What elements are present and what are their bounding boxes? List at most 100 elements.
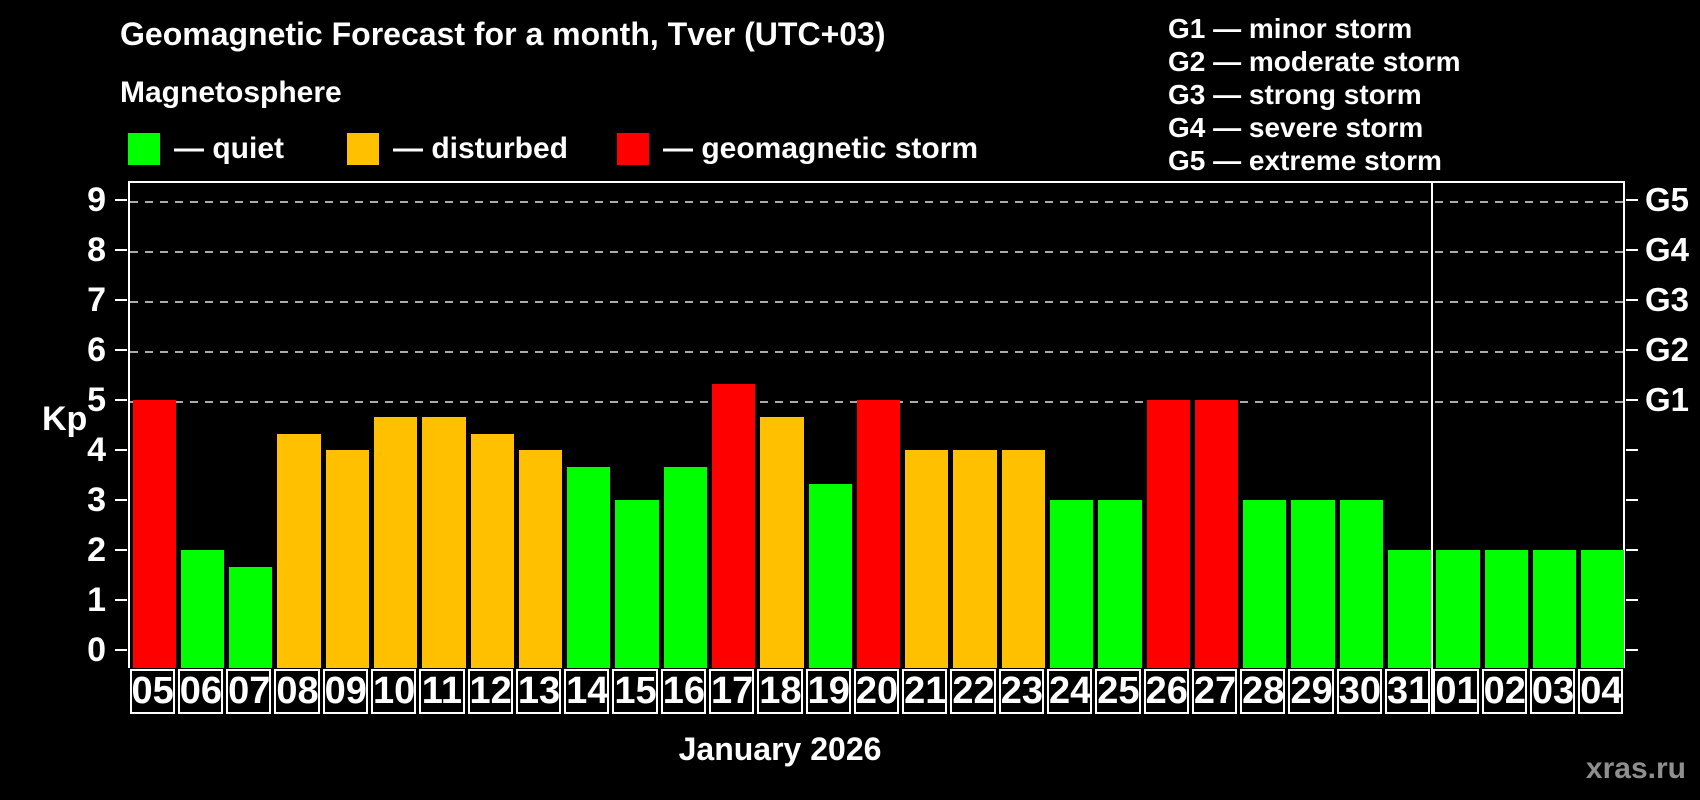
day-label-02: 02 — [1481, 669, 1527, 714]
day-label-11: 11 — [419, 669, 465, 714]
bar-day-17 — [711, 383, 756, 668]
bar-day-25 — [1098, 500, 1142, 668]
y-axis-tick-right — [1626, 349, 1638, 351]
y-axis-tick-right — [1626, 649, 1638, 651]
bar-day-28 — [1243, 500, 1287, 668]
day-label-18: 18 — [757, 669, 803, 714]
bar-day-23 — [1001, 450, 1045, 668]
subtitle-magnetosphere: Magnetosphere — [120, 76, 342, 109]
y-axis-tick-label: 7 — [87, 281, 106, 319]
legend-swatch-storm — [617, 133, 649, 165]
watermark: xras.ru — [1585, 752, 1686, 785]
day-label-15: 15 — [612, 669, 658, 714]
bar-day-29 — [1291, 500, 1335, 668]
day-label-09: 09 — [322, 669, 368, 714]
day-label-21: 21 — [902, 669, 948, 714]
bar-day-06 — [180, 550, 225, 668]
legend-swatch-disturbed — [347, 133, 379, 165]
bar-day-19 — [808, 483, 852, 668]
y-axis-tick-right — [1626, 299, 1638, 301]
g-scale-tick-label: G1 — [1645, 381, 1690, 418]
y-axis-tick-left — [115, 349, 127, 351]
storm-scale-line: G5 — extreme storm — [1168, 145, 1442, 176]
bar-day-26 — [1146, 400, 1190, 668]
legend-item-disturbed: — disturbed — [347, 132, 569, 165]
legend-label: — disturbed — [393, 132, 569, 165]
day-label-30: 30 — [1336, 669, 1383, 714]
bar-day-04 — [1581, 550, 1625, 668]
day-label-06: 06 — [177, 669, 224, 714]
y-axis-tick-label: 5 — [87, 381, 106, 419]
y-axis-tick-label: 0 — [87, 631, 106, 669]
bar-day-31 — [1388, 550, 1432, 668]
storm-scale-legend: G1 — minor storm G2 — moderate storm G3 — … — [1168, 12, 1461, 177]
y-axis-tick-right — [1626, 399, 1638, 401]
legend-label: — geomagnetic storm — [663, 132, 979, 165]
day-label-24: 24 — [1047, 669, 1093, 714]
day-label-17: 17 — [708, 669, 755, 714]
bar-day-08 — [277, 433, 321, 668]
g-scale-tick-label: G2 — [1645, 331, 1690, 368]
month-separator-line — [1430, 181, 1434, 714]
y-axis-tick-left — [115, 649, 127, 651]
day-label-01: 01 — [1433, 669, 1479, 714]
day-label-27: 27 — [1191, 669, 1238, 714]
day-label-07: 07 — [226, 669, 272, 714]
y-axis-tick-right — [1626, 549, 1638, 551]
y-axis-tick-label: 3 — [87, 481, 106, 519]
legend-item-quiet: — quiet — [128, 132, 284, 165]
day-label-10: 10 — [370, 669, 417, 714]
day-label-20: 20 — [853, 669, 900, 714]
y-axis-tick-label: 8 — [87, 231, 106, 269]
y-axis-tick-left — [115, 249, 127, 251]
y-axis-tick-left — [115, 499, 127, 501]
bar-day-24 — [1050, 500, 1094, 668]
plot-area — [128, 181, 1625, 668]
y-axis-tick-left — [115, 449, 127, 451]
page-title: Geomagnetic Forecast for a month, Tver (… — [120, 16, 886, 52]
legend-swatch-quiet — [128, 133, 160, 165]
y-axis-tick-right — [1626, 199, 1638, 201]
storm-scale-line: G2 — moderate storm — [1168, 46, 1461, 77]
bar-day-21 — [905, 450, 949, 668]
bar-day-13 — [518, 450, 563, 668]
y-axis-tick-left — [115, 399, 127, 401]
bar-day-30 — [1339, 500, 1384, 668]
day-label-03: 03 — [1529, 669, 1576, 714]
bar-day-18 — [760, 416, 804, 668]
gridline-kp7 — [130, 301, 1623, 303]
storm-scale-line: G1 — minor storm — [1168, 13, 1413, 44]
day-label-16: 16 — [660, 669, 706, 714]
day-label-04: 04 — [1578, 669, 1624, 714]
y-axis-tick-label: 9 — [87, 181, 106, 219]
bar-day-05 — [132, 400, 176, 668]
bar-day-01 — [1436, 550, 1480, 668]
day-label-26: 26 — [1143, 669, 1189, 714]
bar-day-14 — [567, 466, 611, 668]
bar-day-22 — [953, 450, 997, 668]
day-label-23: 23 — [998, 669, 1044, 714]
day-label-08: 08 — [274, 669, 320, 714]
bar-day-27 — [1194, 400, 1239, 668]
y-axis-tick-right — [1626, 499, 1638, 501]
gridline-kp6 — [130, 351, 1623, 353]
legend-label: — quiet — [174, 132, 284, 165]
gridline-kp8 — [130, 251, 1623, 253]
y-axis-tick-label: 4 — [87, 431, 106, 469]
day-label-12: 12 — [467, 669, 513, 714]
y-axis-tick-left — [115, 599, 127, 601]
bar-day-02 — [1484, 550, 1528, 668]
day-label-28: 28 — [1240, 669, 1286, 714]
bar-day-03 — [1532, 550, 1577, 668]
y-axis-tick-right — [1626, 599, 1638, 601]
y-axis-tick-right — [1626, 449, 1638, 451]
gridline-kp9 — [130, 201, 1623, 203]
day-label-29: 29 — [1288, 669, 1334, 714]
bar-day-10 — [373, 416, 418, 668]
y-axis-tick-label: 6 — [87, 331, 106, 369]
day-label-31: 31 — [1385, 669, 1431, 714]
storm-scale-line: G4 — severe storm — [1168, 112, 1424, 143]
storm-scale-line: G3 — strong storm — [1168, 79, 1422, 110]
legend-item-storm: — geomagnetic storm — [617, 132, 979, 165]
